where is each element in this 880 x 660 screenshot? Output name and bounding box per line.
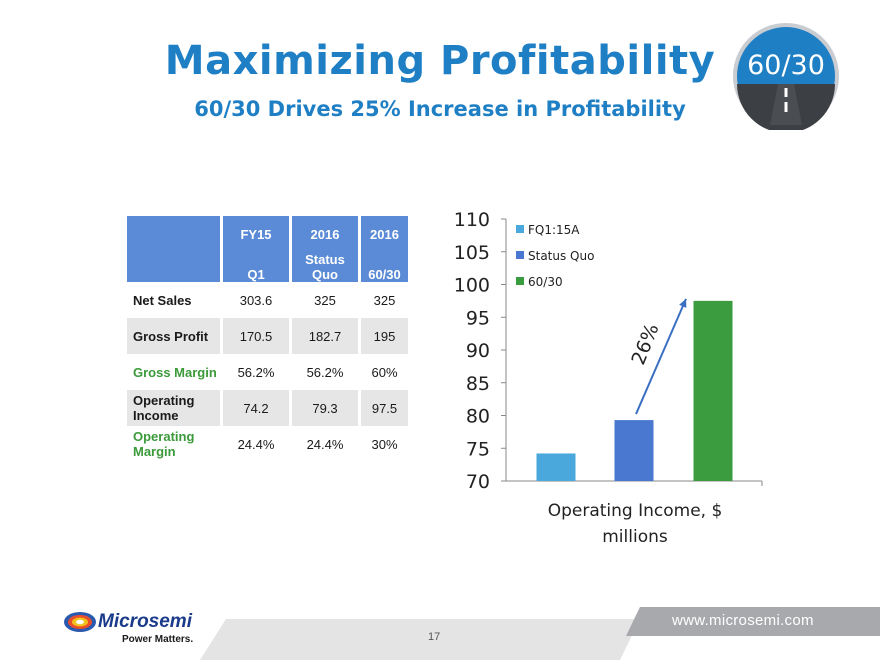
x-axis-label: Operating Income, $ — [548, 501, 723, 521]
bar-1 — [536, 453, 576, 481]
legend-label: Status Quo — [528, 249, 594, 263]
badge-text: 60/30 — [747, 50, 825, 81]
legend-swatch — [516, 251, 524, 259]
cell: 195 — [361, 318, 408, 354]
cell: 325 — [314, 292, 336, 308]
cell: 170.5 — [223, 318, 289, 354]
legend-label: FQ1:15A — [528, 223, 580, 237]
microsemi-logo-icon — [64, 612, 96, 632]
legend-swatch — [516, 277, 524, 285]
table-row: Net Sales 303.6 325 325 — [127, 282, 408, 318]
y-tick-label: 70 — [466, 471, 490, 493]
col-header-2-bottom: Status Quo — [292, 242, 358, 282]
col-header-1-top: FY15 — [223, 216, 289, 242]
y-tick-label: 105 — [454, 242, 490, 264]
row-label: Operating Margin — [133, 429, 195, 459]
financial-table: FY15 2016 2016 Q1 Status Quo 60/30 Net S… — [127, 216, 408, 462]
y-tick-label: 85 — [466, 373, 490, 395]
company-name: Microsemi — [98, 611, 192, 632]
cell: 56.2% — [237, 364, 275, 380]
cell: 97.5 — [361, 390, 408, 426]
table-row: Gross Profit 170.5 182.7 195 — [127, 318, 408, 354]
table-row: Operating Margin 24.4% 24.4% 30% — [127, 426, 408, 462]
cell: 182.7 — [292, 318, 358, 354]
footer-bar — [200, 607, 880, 660]
cell: 303.6 — [239, 292, 273, 308]
bar-2 — [614, 420, 654, 481]
col-header-3-top: 2016 — [361, 216, 408, 242]
operating-income-chart: 110 105 100 95 90 85 80 75 70 Operating Income, $… — [454, 209, 763, 547]
page-subtitle: 60/30 Drives 25% Increase in Profitabili… — [194, 97, 686, 121]
cell: 74.2 — [223, 390, 289, 426]
sixty-thirty-badge: 60/30 — [733, 23, 839, 130]
col-header-3-bottom: 60/30 — [361, 242, 408, 282]
y-tick-label: 80 — [466, 406, 490, 428]
footer-url[interactable]: www.microsemi.com — [672, 612, 814, 629]
legend-swatch — [516, 225, 524, 233]
row-label: Gross Margin — [133, 364, 217, 380]
cell: 24.4% — [237, 436, 275, 452]
legend-label: 60/30 — [528, 275, 563, 289]
y-tick-label: 95 — [466, 307, 490, 329]
row-label: Net Sales — [133, 292, 192, 308]
cell: 56.2% — [306, 364, 344, 380]
cell: 24.4% — [306, 436, 344, 452]
page-title: Maximizing Profitability — [164, 38, 716, 84]
col-header-1-bottom: Q1 — [223, 242, 289, 282]
cell: 79.3 — [292, 390, 358, 426]
bar-3 — [693, 300, 733, 481]
row-label: Operating Income — [127, 390, 220, 426]
company-tagline: Power Matters. — [122, 634, 194, 645]
table-header-blank — [127, 216, 220, 282]
growth-arrow — [635, 298, 687, 415]
table-row: Gross Margin 56.2% 56.2% 60% — [127, 354, 408, 390]
page-number: 17 — [428, 631, 441, 643]
y-tick-label: 100 — [454, 275, 490, 297]
cell: 60% — [371, 364, 398, 380]
col-header-2-top: 2016 — [292, 216, 358, 242]
x-axis-label: millions — [602, 527, 668, 547]
cell: 325 — [373, 292, 396, 308]
y-tick-label: 110 — [454, 209, 490, 231]
growth-arrow-head — [679, 298, 687, 308]
y-tick-label: 90 — [466, 340, 490, 362]
table-row: Operating Income 74.2 79.3 97.5 — [127, 390, 408, 426]
y-tick-label: 75 — [466, 438, 490, 460]
row-label: Gross Profit — [127, 318, 220, 354]
cell: 30% — [371, 436, 398, 452]
